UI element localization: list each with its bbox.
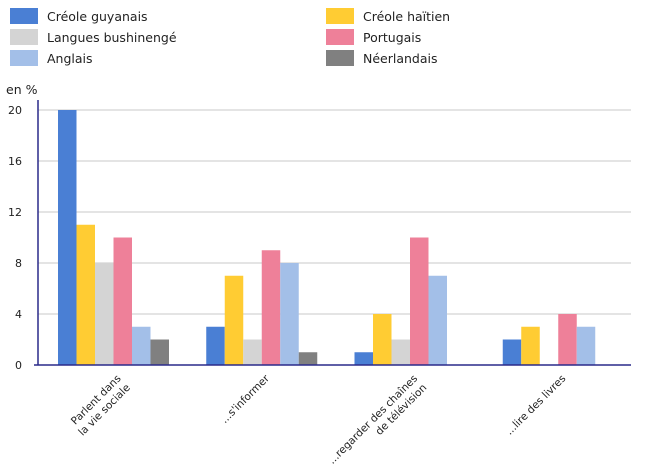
bar [224,275,244,365]
bar [280,263,299,365]
y-tick-label: 12 [8,206,22,219]
bar [391,339,410,365]
legend-swatch [10,50,38,66]
bar [373,314,392,365]
y-axis-label: en % [6,82,38,97]
legend-label: Anglais [47,51,93,66]
legend-item: Néerlandais [326,50,438,66]
x-category-label: ...lire des livres [504,373,569,438]
legend-label: Créole haïtien [363,9,450,24]
gridlines [38,109,631,315]
legend-label: Créole guyanais [47,9,148,24]
bar [428,275,447,365]
y-tick-label: 0 [15,359,22,372]
bar [298,352,318,365]
legend: Créole guyanais Langues bushinengé Anglais… [10,8,450,66]
bar [95,263,114,365]
x-category-label: ...regarder des chaînesde télévision [326,373,429,473]
y-tick-label: 4 [15,308,22,321]
legend-label: Portugais [363,30,421,45]
legend-label: Langues bushinengé [47,30,177,45]
legend-swatch [10,29,38,45]
bar [558,314,577,365]
legend-item: Portugais [326,29,421,45]
bar [76,224,95,365]
y-axis-ticks: 0 4 8 12 16 20 [8,104,22,372]
legend-item: Anglais [10,50,93,66]
legend-swatch [326,29,354,45]
legend-swatch [326,50,354,66]
bar [206,326,225,365]
bar [58,110,77,365]
legend-swatch [326,8,354,24]
legend-item: Créole haïtien [326,8,450,24]
x-category-label: ...s'informer [219,372,273,426]
legend-item: Langues bushinengé [10,29,177,45]
bar [354,352,373,365]
legend-swatch [10,8,38,24]
bar [150,339,169,365]
bar [113,237,132,365]
y-tick-label: 16 [8,155,22,168]
bar [132,326,151,365]
y-tick-label: 20 [8,104,22,117]
legend-label: Néerlandais [363,51,438,66]
bar [521,326,540,365]
axes [34,100,631,366]
bar [502,339,522,365]
bar [576,326,596,365]
legend-item: Créole guyanais [10,8,148,24]
bar [410,237,429,365]
bar [261,250,281,365]
x-axis-labels: Parlent dansla vie sociale ...s'informer.… [67,372,569,473]
bars [58,110,596,365]
x-category-label: Parlent dansla vie sociale [67,373,133,439]
bar [243,339,262,365]
y-tick-label: 8 [15,257,22,270]
